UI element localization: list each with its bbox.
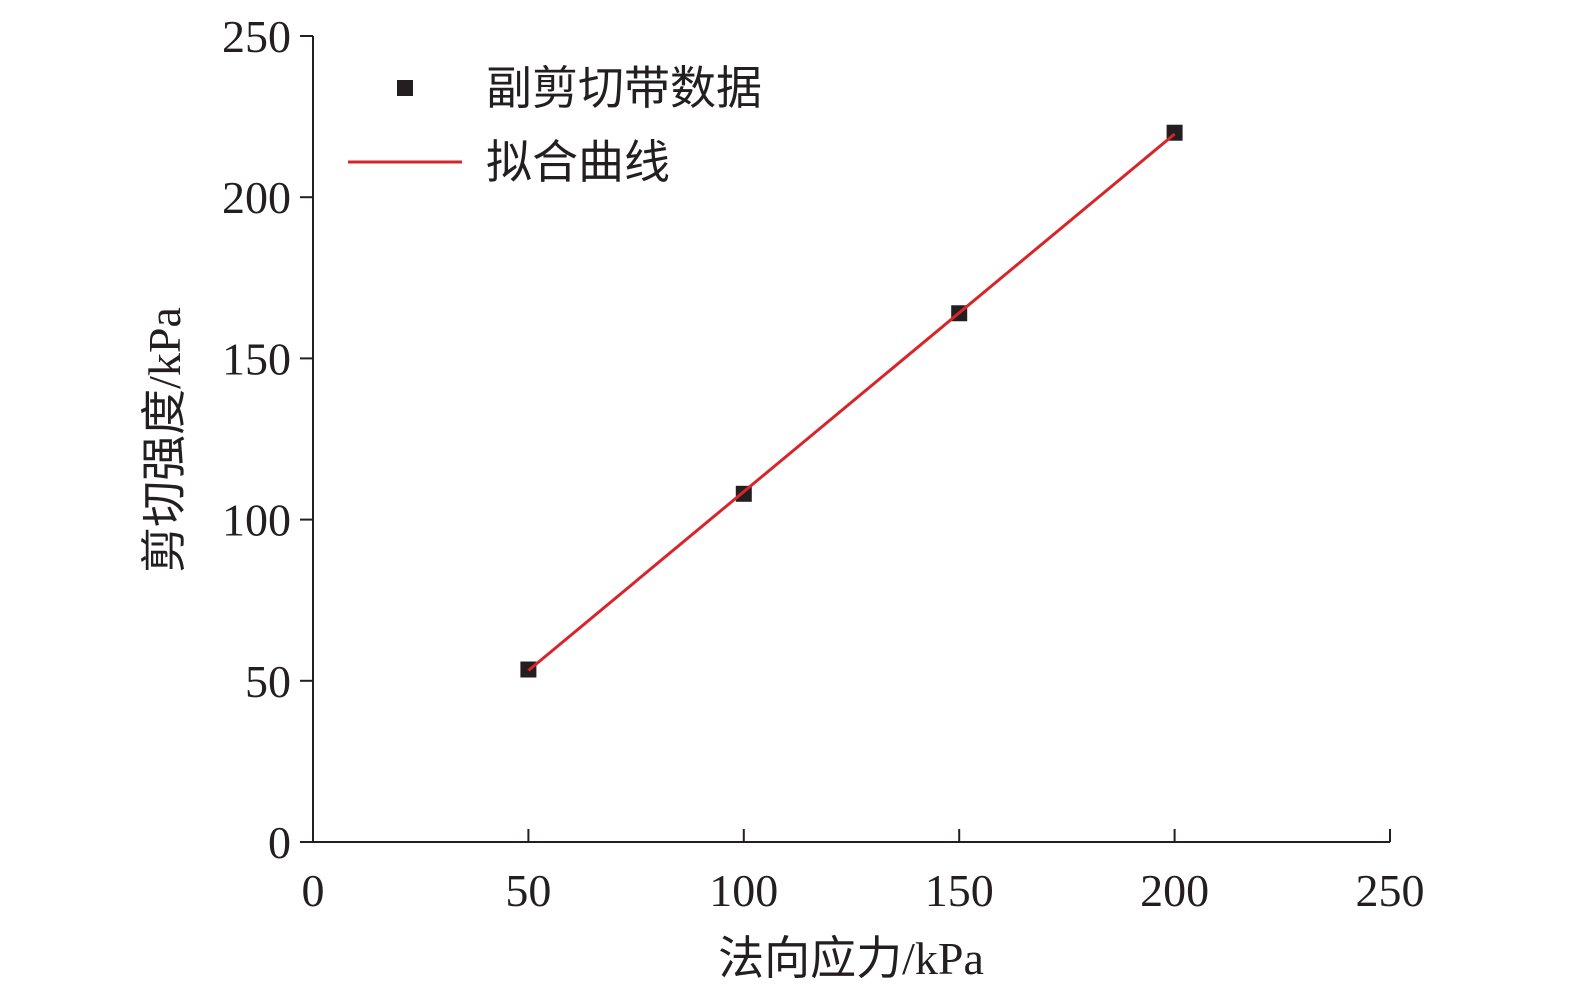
legend-marker-square	[397, 80, 413, 96]
series-layer	[520, 124, 1183, 678]
y-tick-label: 250	[222, 11, 291, 62]
y-tick-label: 50	[245, 656, 291, 707]
fit-line	[527, 132, 1176, 672]
x-tick-label: 50	[505, 865, 551, 916]
x-axis-title: 法向应力/kPa	[718, 933, 984, 984]
y-axis-title: 剪切强度/kPa	[139, 307, 190, 573]
x-tick-label: 150	[925, 865, 994, 916]
y-tick-label: 0	[268, 817, 291, 868]
legend-label: 副剪切带数据	[486, 63, 762, 114]
x-tick-label: 250	[1356, 865, 1425, 916]
axis-titles: 法向应力/kPa 剪切强度/kPa	[139, 307, 984, 984]
y-tick-label: 150	[222, 333, 291, 384]
x-tick-label: 200	[1140, 865, 1209, 916]
y-tick-label: 200	[222, 172, 291, 223]
axes-layer: 0 50 100 150 200 250 0 50 100 150 200 250	[222, 11, 1425, 916]
x-tick-label: 0	[302, 865, 325, 916]
x-tick-label: 100	[709, 865, 778, 916]
legend-label: 拟合曲线	[486, 137, 670, 188]
y-tick-label: 100	[222, 495, 291, 546]
